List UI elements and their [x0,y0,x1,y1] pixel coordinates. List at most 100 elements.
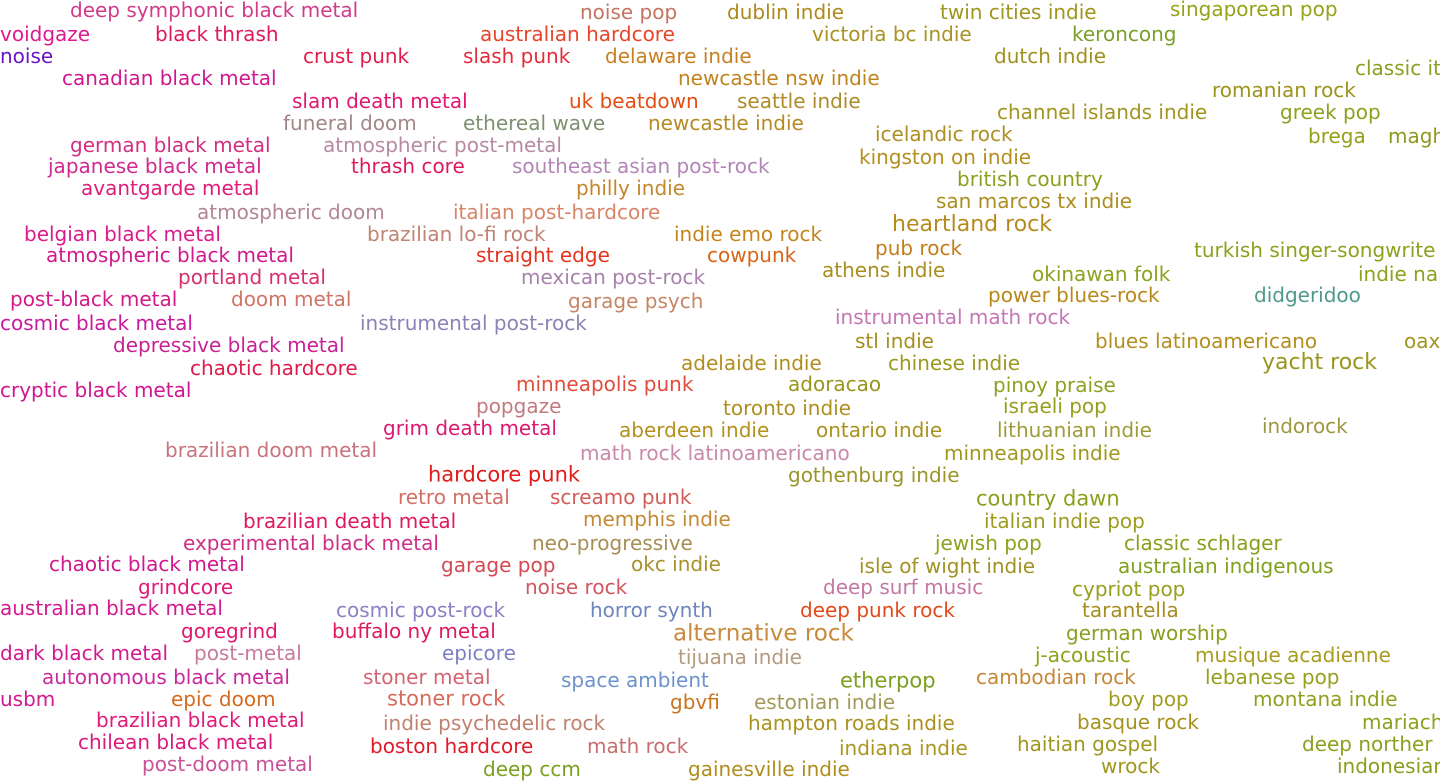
genre-label[interactable]: musique acadienne [1195,643,1391,667]
genre-label[interactable]: didgeridoo [1254,283,1361,307]
genre-label[interactable]: israeli pop [1003,394,1107,418]
genre-label[interactable]: boston hardcore [370,734,534,758]
genre-label[interactable]: screamo punk [550,485,692,509]
genre-label[interactable]: brazilian lo-fi rock [367,222,546,246]
genre-label[interactable]: post-black metal [10,287,178,311]
genre-label[interactable]: mariach [1362,710,1440,734]
genre-label[interactable]: grim death metal [383,416,557,440]
genre-label[interactable]: chaotic black metal [49,552,245,576]
genre-label[interactable]: post-doom metal [142,752,313,776]
genre-label[interactable]: usbm [0,687,56,711]
genre-label[interactable]: indie nap [1358,262,1440,286]
genre-label[interactable]: post-metal [194,641,302,665]
genre-label[interactable]: slash punk [463,44,571,68]
genre-label[interactable]: chilean black metal [78,730,274,754]
genre-label[interactable]: math rock [587,734,689,758]
genre-label[interactable]: slam death metal [292,89,468,113]
genre-label[interactable]: space ambient [561,668,709,692]
genre-label[interactable]: blues latinoamericano [1095,329,1318,353]
genre-label[interactable]: gbvfi [670,690,720,714]
genre-label[interactable]: belgian black metal [24,222,221,246]
genre-label[interactable]: voidgaze [0,22,91,46]
genre-label[interactable]: japanese black metal [48,154,262,178]
genre-label[interactable]: dark black metal [0,641,168,665]
genre-label[interactable]: garage pop [441,553,556,577]
genre-label[interactable]: etherpop [840,668,936,693]
genre-label[interactable]: lebanese pop [1205,665,1340,689]
genre-label[interactable]: black thrash [155,22,279,46]
genre-label[interactable]: minneapolis punk [516,372,694,396]
genre-label[interactable]: dutch indie [994,44,1107,68]
genre-label[interactable]: icelandic rock [875,122,1013,146]
genre-label[interactable]: doom metal [231,287,352,311]
genre-label[interactable]: aberdeen indie [619,418,770,442]
genre-label[interactable]: brega [1308,124,1366,148]
genre-label[interactable]: power blues-rock [988,283,1160,307]
genre-label[interactable]: pub rock [875,236,963,260]
genre-label[interactable]: isle of wight indie [859,554,1036,578]
genre-label[interactable]: j-acoustic [1035,643,1131,667]
genre-label[interactable]: cosmic black metal [0,311,193,335]
genre-label[interactable]: deep norther [1302,732,1433,756]
genre-label[interactable]: noise rock [525,575,628,599]
genre-label[interactable]: victoria bc indie [812,22,972,46]
genre-label[interactable]: grindcore [138,575,234,599]
genre-label[interactable]: depressive black metal [113,333,345,357]
genre-label[interactable]: german worship [1066,621,1228,645]
genre-label[interactable]: wrock [1101,754,1160,778]
genre-label[interactable]: stoner metal [363,665,491,689]
genre-label[interactable]: cosmic post-rock [336,598,506,622]
genre-label[interactable]: experimental black metal [183,531,439,555]
genre-label[interactable]: delaware indie [605,44,752,68]
genre-label[interactable]: basque rock [1077,710,1200,734]
genre-label[interactable]: tijuana indie [678,645,802,669]
genre-label[interactable]: italian post-hardcore [453,200,661,224]
genre-label[interactable]: alternative rock [673,620,854,647]
genre-label[interactable]: athens indie [822,258,946,282]
genre-label[interactable]: chaotic hardcore [190,356,358,380]
genre-label[interactable]: canadian black metal [62,66,277,90]
genre-label[interactable]: avantgarde metal [81,176,260,200]
genre-label[interactable]: indie emo rock [674,222,823,246]
genre-label[interactable]: classic it [1355,56,1440,80]
genre-label[interactable]: cowpunk [707,243,797,267]
genre-label[interactable]: yacht rock [1262,350,1378,375]
genre-label[interactable]: indie psychedelic rock [383,711,606,735]
genre-label[interactable]: funeral doom [283,111,417,135]
genre-label[interactable]: hardcore punk [428,462,581,487]
genre-label[interactable]: deep ccm [483,757,581,781]
genre-label[interactable]: atmospheric doom [197,200,385,224]
genre-label[interactable]: garage psych [568,289,704,313]
genre-label[interactable]: haitian gospel [1017,732,1159,756]
genre-label[interactable]: portland metal [178,265,326,289]
genre-label[interactable]: gothenburg indie [788,463,960,487]
genre-label[interactable]: instrumental math rock [835,305,1071,329]
genre-label[interactable]: epic doom [171,687,276,711]
genre-label[interactable]: newcastle nsw indie [678,66,880,90]
genre-label[interactable]: stoner rock [387,686,506,711]
genre-label[interactable]: german black metal [70,133,271,157]
genre-label[interactable]: memphis indie [583,507,731,531]
genre-label[interactable]: uk beatdown [569,89,699,113]
genre-label[interactable]: adelaide indie [681,351,822,375]
genre-label[interactable]: atmospheric post-metal [323,133,562,157]
genre-label[interactable]: pinoy praise [993,373,1116,397]
genre-label[interactable]: math rock latinoamericano [580,441,850,465]
genre-label[interactable]: thrash core [351,154,465,178]
genre-label[interactable]: indorock [1262,414,1348,438]
genre-label[interactable]: australian black metal [0,596,223,620]
genre-label[interactable]: deep surf music [823,575,984,599]
genre-label[interactable]: twin cities indie [940,0,1097,24]
genre-label[interactable]: seattle indie [737,89,861,113]
genre-label[interactable]: okc indie [631,552,721,576]
genre-label[interactable]: jewish pop [935,531,1042,555]
genre-label[interactable]: newcastle indie [648,111,804,135]
genre-label[interactable]: indonesian [1337,754,1440,778]
genre-label[interactable]: cypriot pop [1072,577,1186,601]
genre-label[interactable]: country dawn [976,486,1120,511]
genre-label[interactable]: mexican post-rock [521,265,706,289]
genre-label[interactable]: deep punk rock [800,598,955,622]
genre-label[interactable]: keroncong [1072,22,1177,46]
genre-label[interactable]: greek pop [1280,100,1381,124]
genre-label[interactable]: tarantella [1082,598,1179,622]
